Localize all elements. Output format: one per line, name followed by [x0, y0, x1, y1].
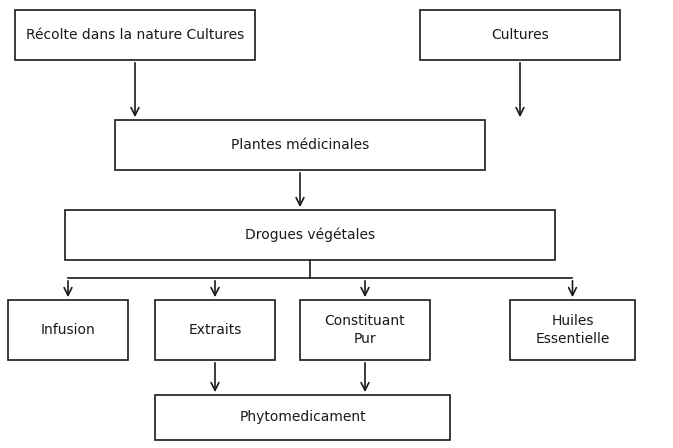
Bar [15, 10, 255, 60]
Bar [300, 300, 430, 360]
Bar [420, 10, 620, 60]
Text: Cultures: Cultures [491, 28, 549, 42]
Text: Infusion: Infusion [40, 323, 96, 337]
Text: Récolte dans la nature Cultures: Récolte dans la nature Cultures [26, 28, 244, 42]
Bar [155, 300, 275, 360]
Text: Plantes médicinales: Plantes médicinales [231, 138, 369, 152]
Text: Constituant
Pur: Constituant Pur [324, 314, 405, 346]
Text: Extraits: Extraits [188, 323, 242, 337]
Bar [115, 120, 485, 170]
Text: Huiles
Essentielle: Huiles Essentielle [535, 314, 610, 346]
Bar [8, 300, 128, 360]
Bar [65, 210, 555, 260]
Text: Drogues végétales: Drogues végétales [245, 228, 375, 242]
Text: Phytomedicament: Phytomedicament [239, 410, 366, 425]
Bar [155, 395, 450, 440]
Bar [510, 300, 635, 360]
